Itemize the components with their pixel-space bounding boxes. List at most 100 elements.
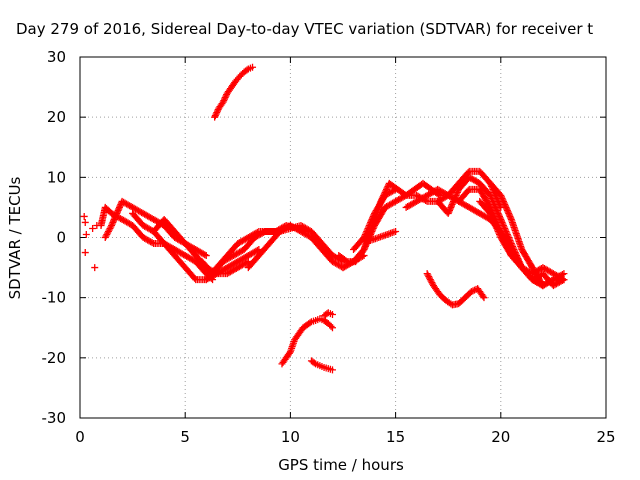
data-point-marker bbox=[444, 209, 452, 217]
data-point-marker bbox=[494, 227, 502, 235]
data-point-marker bbox=[82, 230, 90, 238]
data-point-marker bbox=[451, 194, 459, 202]
data-point-marker bbox=[469, 287, 477, 295]
data-point-marker bbox=[310, 359, 318, 367]
data-point-marker bbox=[363, 240, 371, 248]
data-point-marker bbox=[106, 224, 114, 232]
data-point-marker bbox=[364, 224, 372, 232]
data-point-marker bbox=[401, 192, 409, 200]
data-point-marker bbox=[201, 251, 209, 259]
data-point-marker bbox=[243, 66, 251, 74]
data-point-marker bbox=[486, 209, 494, 217]
data-point-marker bbox=[558, 270, 566, 278]
data-point-marker bbox=[328, 366, 336, 374]
data-point-marker bbox=[363, 227, 371, 235]
data-point-marker bbox=[212, 110, 220, 118]
y-tick-labels: -30 -20 -10 0 10 20 30 bbox=[42, 48, 67, 427]
data-point-marker bbox=[495, 230, 503, 238]
y-tick-label: -20 bbox=[42, 349, 67, 367]
data-point-marker bbox=[446, 206, 454, 214]
data-point-marker bbox=[113, 208, 121, 216]
data-point-marker bbox=[104, 229, 112, 237]
data-point-marker bbox=[112, 211, 120, 219]
data-point-marker bbox=[501, 200, 509, 208]
data-point-marker bbox=[447, 203, 455, 211]
data-point-marker bbox=[560, 270, 568, 278]
data-point-marker bbox=[81, 218, 89, 226]
data-point-marker bbox=[108, 220, 116, 228]
data-point-marker bbox=[505, 209, 513, 217]
data-point-marker bbox=[505, 211, 513, 219]
x-tick-labels: 0 5 10 15 20 25 bbox=[75, 428, 615, 446]
data-point-marker bbox=[497, 193, 505, 201]
data-point-marker bbox=[488, 194, 496, 202]
data-point-marker bbox=[486, 191, 494, 199]
data-point-marker bbox=[497, 191, 505, 199]
plot-frame bbox=[79, 56, 607, 419]
data-point-marker bbox=[500, 199, 508, 207]
data-point-marker bbox=[222, 92, 230, 100]
data-point-marker bbox=[285, 349, 293, 357]
x-tick-label: 0 bbox=[75, 428, 85, 446]
data-point-marker bbox=[363, 226, 371, 234]
data-point-marker bbox=[494, 226, 502, 234]
data-point-marker bbox=[107, 223, 115, 231]
series-arc-11 bbox=[366, 227, 400, 245]
data-point-marker bbox=[503, 205, 511, 213]
series-low-arc-a bbox=[278, 315, 336, 368]
data-point-marker bbox=[115, 203, 123, 211]
data-point-marker bbox=[452, 191, 460, 199]
data-point-marker bbox=[115, 205, 123, 213]
data-point-marker bbox=[488, 212, 496, 220]
series-isolated-early bbox=[80, 212, 101, 272]
data-point-marker bbox=[453, 188, 461, 196]
data-point-marker bbox=[502, 203, 510, 211]
data-point-marker bbox=[446, 205, 454, 213]
series-low-arc-c bbox=[307, 357, 336, 374]
data-point-marker bbox=[361, 232, 369, 240]
data-point-marker bbox=[479, 292, 487, 300]
data-point-marker bbox=[360, 234, 368, 241]
data-point-marker bbox=[220, 97, 228, 105]
data-point-marker bbox=[499, 197, 507, 205]
data-point-marker bbox=[503, 206, 511, 214]
y-tick-label: -10 bbox=[42, 289, 67, 307]
data-point-marker bbox=[103, 230, 111, 238]
data-point-marker bbox=[448, 200, 456, 208]
data-point-marker bbox=[91, 264, 99, 272]
data-point-marker bbox=[108, 221, 116, 229]
data-point-marker bbox=[480, 294, 488, 302]
data-point-marker bbox=[112, 212, 120, 220]
data-point-marker bbox=[213, 107, 221, 115]
data-point-marker bbox=[369, 212, 377, 220]
data-point-marker bbox=[392, 227, 400, 235]
data-point-marker bbox=[425, 273, 433, 281]
data-point-marker bbox=[424, 271, 432, 279]
data-point-marker bbox=[492, 221, 500, 229]
data-point-marker bbox=[202, 252, 210, 260]
data-point-marker bbox=[116, 202, 124, 210]
data-point-marker bbox=[488, 196, 496, 204]
data-point-marker bbox=[453, 190, 461, 198]
data-point-marker bbox=[362, 229, 370, 237]
data-point-marker bbox=[211, 112, 219, 120]
data-point-marker bbox=[447, 202, 455, 210]
data-point-marker bbox=[365, 221, 373, 229]
data-point-marker bbox=[501, 202, 509, 210]
data-point-marker bbox=[328, 324, 336, 332]
data-point-marker bbox=[492, 223, 500, 231]
data-point-marker bbox=[489, 197, 497, 205]
data-point-marker bbox=[89, 224, 97, 232]
data-point-marker bbox=[392, 185, 400, 193]
data-point-marker bbox=[423, 270, 431, 278]
data-point-marker bbox=[449, 199, 457, 207]
data-point-marker bbox=[367, 217, 375, 225]
data-point-marker bbox=[493, 224, 501, 232]
data-point-marker bbox=[361, 244, 369, 252]
data-point-marker bbox=[81, 249, 89, 257]
data-point-marker bbox=[383, 184, 391, 192]
data-point-marker bbox=[488, 214, 496, 222]
data-point-marker bbox=[427, 277, 435, 285]
data-point-marker bbox=[219, 98, 227, 106]
x-tick-label: 25 bbox=[596, 428, 615, 446]
